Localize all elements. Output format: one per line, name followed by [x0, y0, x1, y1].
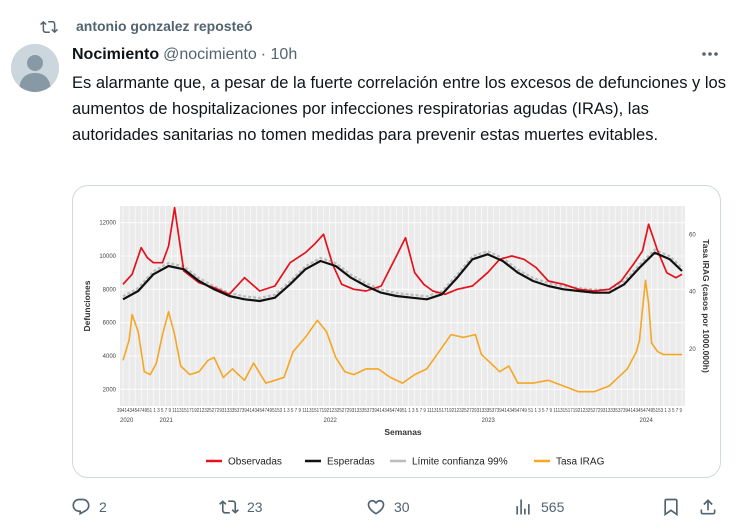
x-year-label: 2023: [482, 418, 496, 424]
bookmark-icon: [664, 498, 678, 517]
reply-icon: [72, 498, 90, 516]
y-tick-label: 2000: [103, 387, 117, 393]
legend-label: Límite confianza 99%: [412, 457, 508, 468]
y-tick-label: 4000: [103, 354, 117, 360]
views-icon: [516, 499, 530, 515]
series-esperadas: [122, 251, 683, 303]
legend-label: Observadas: [228, 457, 282, 468]
action-bar: 2 23 30 565: [0, 492, 744, 522]
y2-tick-label: 20: [689, 347, 696, 353]
repost-header[interactable]: antonio gonzalez reposteó: [40, 14, 253, 38]
y2-ticks: 20 40 60: [689, 233, 696, 353]
bookmark-button[interactable]: [661, 492, 681, 522]
repost-icon: [40, 20, 58, 34]
x-axis-label: Semanas: [384, 427, 422, 437]
y2-axis-label: Tasa IRAG (casos por 1000.000h): [701, 239, 711, 373]
share-button[interactable]: [698, 492, 718, 522]
x-week-labels: 39414345474951 1 3 5 7 9 111315171921232…: [117, 408, 682, 414]
limite-band: [122, 248, 683, 300]
tweet-header: Nocimiento @nocimiento · 10h: [72, 44, 297, 66]
timestamp[interactable]: · 10h: [260, 46, 298, 63]
like-button[interactable]: 30: [366, 492, 410, 522]
legend-label: Esperadas: [327, 457, 375, 468]
y2-tick-label: 40: [689, 290, 696, 296]
tweet-text: Es alarmante que, a pesar de la fuerte c…: [72, 74, 726, 144]
author-handle[interactable]: @nocimiento: [163, 46, 257, 63]
repost-text: antonio gonzalez reposteó: [76, 18, 253, 34]
views-count: 565: [541, 499, 565, 515]
grid: [120, 206, 685, 406]
repost-button[interactable]: 23: [219, 492, 263, 522]
views-button[interactable]: 565: [513, 492, 564, 522]
series-observadas: [122, 206, 683, 296]
legend: Observadas Esperadas Límite confianza 99% T…: [206, 457, 605, 468]
author-name[interactable]: Nocimiento: [72, 46, 160, 63]
y-ticks: 2000 4000 6000 8000 10000 12000: [99, 221, 116, 394]
like-count: 30: [394, 499, 410, 515]
legend-label: Tasa IRAG: [556, 457, 605, 468]
series-tasa-irag: [122, 279, 682, 393]
x-year-label: 2022: [324, 418, 338, 424]
x-year-label: 2021: [159, 418, 173, 424]
limite-confianza-line: [122, 248, 683, 300]
share-icon: [700, 499, 716, 515]
chart: 2000 4000 6000 8000 10000 12000 20 40 60 394143…: [82, 206, 711, 468]
avatar[interactable]: [11, 44, 59, 92]
y-tick-label: 10000: [99, 254, 116, 260]
heart-icon: [367, 499, 385, 515]
more-options-icon[interactable]: [700, 46, 720, 62]
series-lines: [122, 206, 683, 393]
y2-tick-label: 60: [689, 233, 696, 239]
y-tick-label: 6000: [103, 321, 117, 327]
y-axis-label: Defunciones: [82, 280, 92, 331]
reply-count: 2: [99, 499, 107, 515]
repost-action-icon: [219, 500, 239, 514]
reply-button[interactable]: 2: [71, 492, 107, 522]
default-avatar-icon: [11, 44, 59, 92]
y-tick-label: 12000: [99, 221, 116, 227]
x-year-label: 2020: [120, 418, 134, 424]
tweet-media-chart[interactable]: 2000 4000 6000 8000 10000 12000 20 40 60 394143…: [72, 185, 721, 478]
x-year-labels: 2020 2021 2022 2023 2024: [120, 418, 654, 424]
y-tick-label: 8000: [103, 287, 117, 293]
x-year-label: 2024: [640, 418, 654, 424]
repost-count: 23: [247, 499, 263, 515]
